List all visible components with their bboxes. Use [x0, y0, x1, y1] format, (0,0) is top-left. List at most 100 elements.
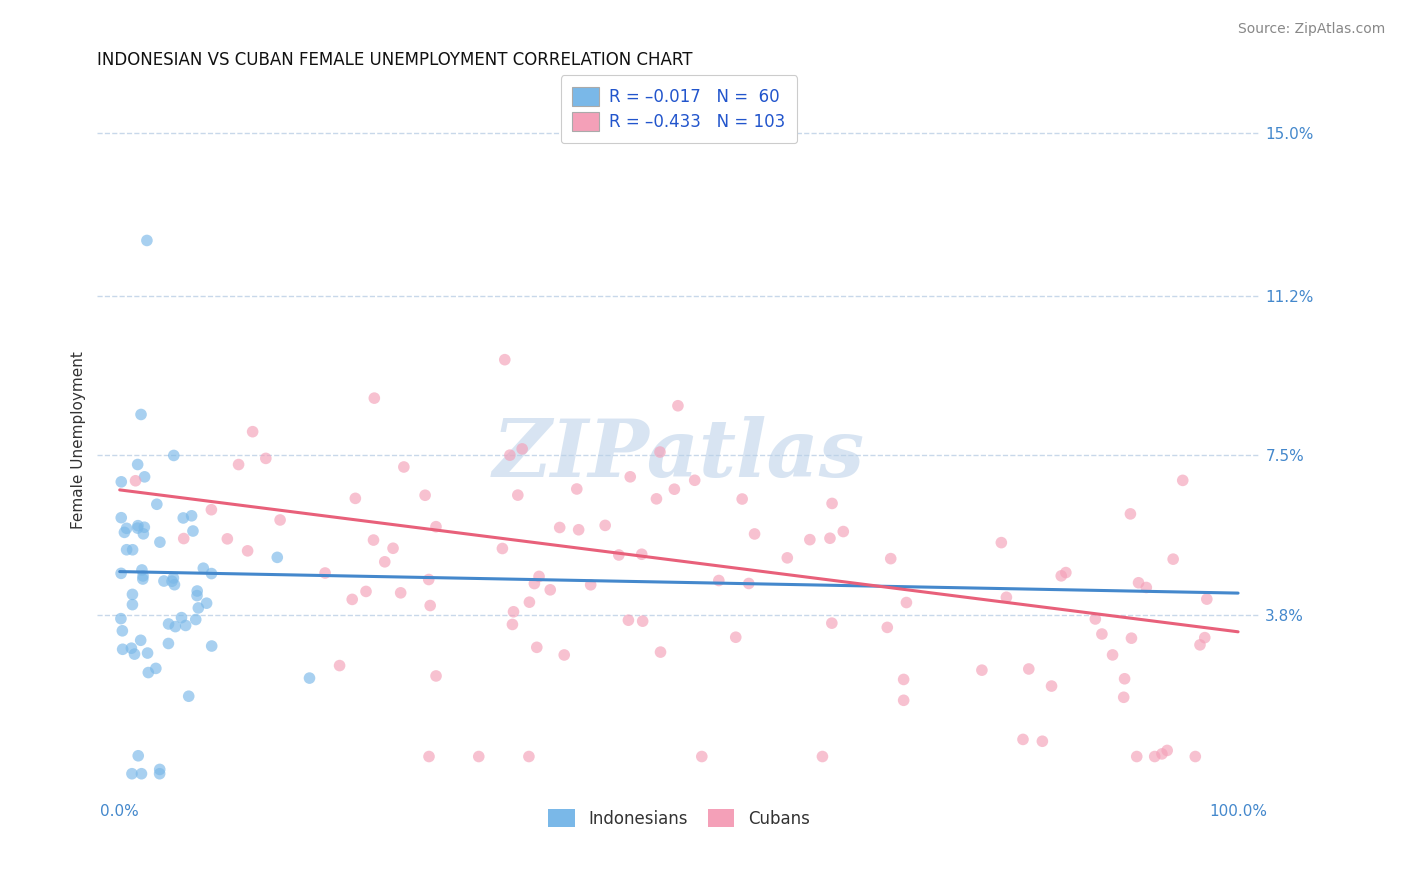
Point [344, 491, 367, 506]
Point [650, 645, 672, 659]
Point [145, 661, 167, 675]
Point [374, 555, 396, 569]
Point [990, 535, 1012, 549]
Point [115, 521, 138, 535]
Point [1188, 638, 1211, 652]
Point [724, 630, 747, 644]
Point [1143, 749, 1166, 764]
Point [565, 482, 588, 496]
Point [1031, 734, 1053, 748]
Point [821, 616, 844, 631]
Point [129, 408, 152, 422]
Point [491, 541, 513, 556]
Point [1050, 569, 1073, 583]
Point [172, 511, 194, 525]
Point [298, 671, 321, 685]
Point [1101, 648, 1123, 662]
Point [579, 578, 602, 592]
Point [468, 749, 491, 764]
Point [1119, 507, 1142, 521]
Point [418, 749, 440, 764]
Point [1112, 690, 1135, 705]
Point [236, 544, 259, 558]
Point [970, 663, 993, 677]
Point [136, 646, 159, 660]
Point [666, 399, 689, 413]
Point [354, 584, 377, 599]
Point [115, 542, 138, 557]
Text: ZIPatlas: ZIPatlas [494, 416, 865, 493]
Legend: Indonesians, Cubans: Indonesians, Cubans [541, 803, 817, 834]
Point [186, 584, 208, 599]
Point [631, 614, 654, 628]
Point [111, 642, 134, 657]
Point [132, 526, 155, 541]
Point [776, 550, 799, 565]
Y-axis label: Female Unemployment: Female Unemployment [72, 351, 86, 529]
Point [593, 518, 616, 533]
Point [187, 601, 209, 615]
Point [995, 591, 1018, 605]
Point [1135, 581, 1157, 595]
Point [413, 488, 436, 502]
Point [132, 572, 155, 586]
Text: Source: ZipAtlas.com: Source: ZipAtlas.com [1237, 22, 1385, 37]
Point [200, 502, 222, 516]
Point [131, 766, 153, 780]
Point [630, 547, 652, 561]
Point [174, 618, 197, 632]
Point [1128, 575, 1150, 590]
Point [648, 445, 671, 459]
Point [1156, 743, 1178, 757]
Point [110, 475, 132, 489]
Point [134, 470, 156, 484]
Point [124, 474, 146, 488]
Point [254, 451, 277, 466]
Point [425, 669, 447, 683]
Point [419, 599, 441, 613]
Point [526, 640, 548, 655]
Point [314, 566, 336, 580]
Point [110, 510, 132, 524]
Point [568, 523, 591, 537]
Point [266, 550, 288, 565]
Point [896, 595, 918, 609]
Point [134, 520, 156, 534]
Point [363, 391, 385, 405]
Point [519, 595, 541, 609]
Point [132, 569, 155, 583]
Point [1091, 627, 1114, 641]
Point [163, 449, 186, 463]
Point [136, 665, 159, 680]
Point [177, 690, 200, 704]
Point [527, 569, 550, 583]
Point [127, 521, 149, 535]
Point [363, 533, 385, 547]
Point [111, 624, 134, 638]
Point [228, 458, 250, 472]
Point [607, 548, 630, 562]
Point [242, 425, 264, 439]
Point [1040, 679, 1063, 693]
Point [195, 596, 218, 610]
Point [811, 749, 834, 764]
Point [1184, 749, 1206, 764]
Point [517, 749, 540, 764]
Point [121, 598, 143, 612]
Point [876, 620, 898, 634]
Point [165, 619, 187, 633]
Point [1121, 631, 1143, 645]
Point [548, 520, 571, 534]
Point [1125, 749, 1147, 764]
Point [1012, 732, 1035, 747]
Point [127, 518, 149, 533]
Point [382, 541, 405, 556]
Point [193, 561, 215, 575]
Point [127, 458, 149, 472]
Point [1018, 662, 1040, 676]
Point [707, 574, 730, 588]
Point [821, 496, 844, 510]
Point [135, 234, 157, 248]
Point [538, 582, 561, 597]
Point [664, 482, 686, 496]
